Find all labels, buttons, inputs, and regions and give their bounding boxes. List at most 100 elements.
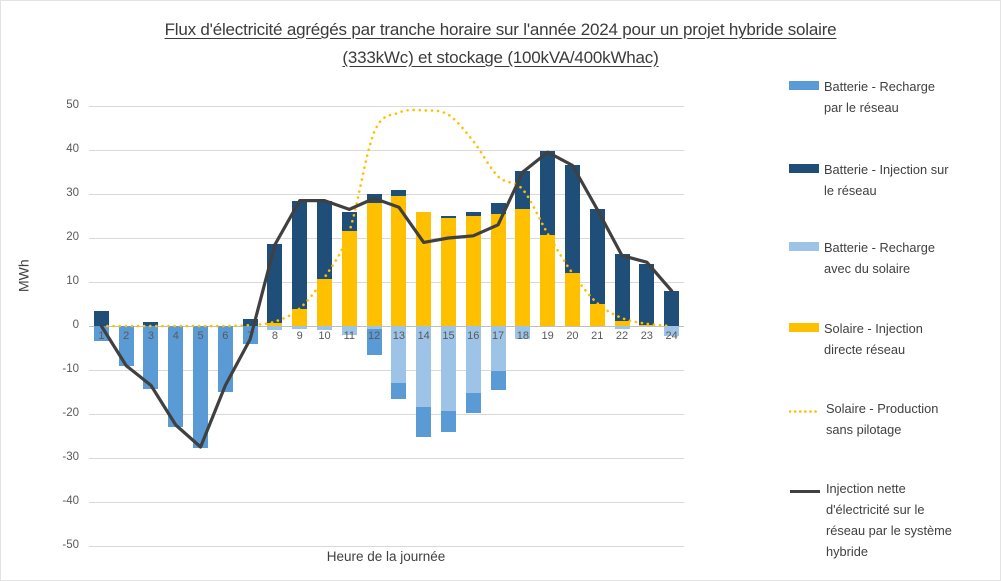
legend-swatch-solar-recharge [789,242,819,251]
bar-battery-injection [267,244,283,323]
y-tick-label: -20 [62,407,79,419]
bar-battery-injection [317,201,333,279]
bar-solar-direct [490,214,506,326]
bar-battery-injection [465,212,481,216]
x-tick-label: 18 [516,330,529,342]
y-tick-label: -30 [62,451,79,463]
legend-label: Batterie - Recharge avec du solaire [824,240,935,276]
gridline [89,458,684,459]
bar-battery-injection [341,212,357,232]
y-tick-label: -10 [62,363,79,375]
bar-battery-injection [589,209,605,304]
legend-label: Injection nette d'électricité sur le rés… [826,481,952,559]
legend-label: Batterie - Recharge par le réseau [824,79,935,115]
x-axis-title: Heure de la journée [326,549,446,564]
y-tick-label: 10 [66,275,79,287]
bar-solar-direct [366,202,382,326]
legend-item-solar-recharge: Batterie - Recharge avec du solaire [789,237,956,279]
bar-solar-direct [515,209,531,326]
x-tick-label: 24 [665,330,678,342]
y-axis-title: MWh [15,259,32,292]
bar-battery-injection [242,318,258,326]
y-tick-label: 0 [72,319,79,331]
bar-grid-recharge [440,411,456,433]
bar-solar-direct [540,235,556,326]
bar-solar-recharge [317,326,333,330]
y-tick-label: -50 [62,539,79,551]
chart-title-line2: (333kWc) et stockage (100kVA/400kWhac) [342,48,659,67]
x-tick-label: 13 [392,330,406,342]
bar-battery-injection [639,263,655,326]
net-injection-line [99,150,674,449]
legend-swatch-battery-injection [789,164,819,173]
bar-battery-injection [614,253,630,322]
legend-item-grid-recharge: Batterie - Recharge par le réseau [789,76,956,118]
bar-grid-recharge [490,370,506,391]
bar-solar-direct [292,308,308,326]
x-tick-label: 8 [271,330,278,342]
bar-solar-direct [465,216,481,326]
x-tick-label: 22 [615,330,629,342]
gridline [89,194,684,195]
bar-solar-recharge [614,326,630,329]
chart-title-line1: Flux d'électricité agrégés par tranche h… [164,20,837,39]
bar-battery-injection [515,171,531,210]
x-tick-label: 14 [417,330,430,342]
x-tick-label: 20 [566,330,579,342]
chart-title: Flux d'électricité agrégés par tranche h… [1,16,1000,72]
x-tick-label: 1 [98,330,105,342]
legend: Batterie - Recharge par le réseau Batteri… [788,1,994,580]
bar-battery-injection [564,164,580,273]
bar-battery-injection [366,193,382,203]
x-tick-label: 4 [172,330,179,342]
bar-battery-injection [93,311,109,326]
bar-battery-injection [391,190,407,197]
bar-grid-recharge [193,326,209,448]
x-tick-label: 16 [467,330,480,342]
x-tick-label: 3 [147,330,155,342]
x-tick-label: 23 [640,330,653,342]
y-tick-label: 40 [66,143,79,155]
x-tick-label: 17 [491,330,505,342]
legend-label: Batterie - Injection sur le réseau [824,162,949,198]
x-tick-label: 12 [367,330,381,342]
bar-battery-injection [664,290,680,326]
legend-label: Solaire - Injection directe réseau [824,321,923,357]
legend-label: Solaire - Production sans pilotage [826,401,939,437]
legend-swatch-grid-recharge [789,81,819,90]
x-tick-label: 2 [123,330,130,342]
legend-item-solar-production: Solaire - Production sans pilotage [788,398,958,440]
bar-battery-injection [440,216,456,218]
bar-solar-direct [639,325,655,326]
y-tick-label: 20 [66,231,79,243]
legend-swatch-net-injection-icon [789,483,821,501]
x-tick-label: 7 [247,330,254,342]
y-tick-label: 30 [66,187,79,199]
gridline [89,546,684,547]
bar-solar-direct [589,303,605,326]
x-tick-label: 15 [442,330,455,342]
x-tick-label: 6 [222,330,229,342]
x-tick-label: 19 [541,330,554,342]
solar-production-line [100,108,673,328]
bar-solar-direct [341,231,357,326]
x-tick-label: 10 [318,330,331,342]
bar-battery-injection [292,201,308,309]
bar-solar-direct [317,278,333,326]
gridline [89,502,684,503]
gridline [89,150,684,151]
y-tick-label: 50 [66,99,79,111]
bar-solar-recharge [292,326,308,330]
bar-solar-direct [564,272,580,326]
bar-solar-direct [440,217,456,326]
gridline [89,106,684,107]
x-tick-label: 9 [296,330,303,342]
legend-swatch-solar-production-icon [788,403,822,421]
legend-item-battery-injection: Batterie - Injection sur le réseau [789,159,956,201]
bar-battery-injection [540,150,556,236]
bar-grid-recharge [416,407,432,438]
legend-item-net-injection: Injection nette d'électricité sur le rés… [789,478,958,562]
x-tick-label: 5 [197,330,204,342]
x-tick-label: 21 [591,330,604,342]
